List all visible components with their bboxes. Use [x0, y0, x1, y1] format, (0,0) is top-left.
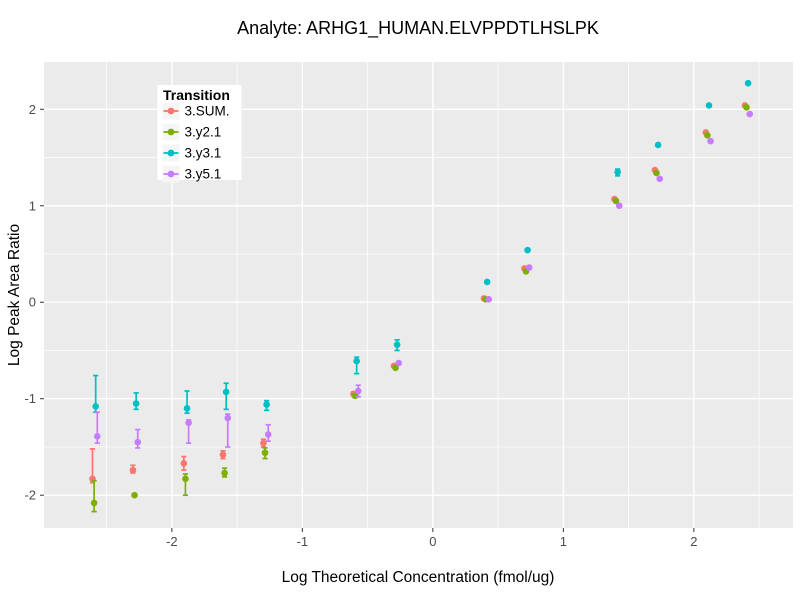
data-point — [392, 364, 399, 372]
data-point — [182, 475, 189, 483]
data-point — [92, 403, 99, 410]
data-point — [219, 451, 227, 458]
x-tick-label: 1 — [560, 534, 567, 549]
legend-key-point — [167, 170, 175, 178]
data-point — [614, 168, 621, 176]
legend: Transition 3.SUM. 3.y2.1 3.y3.1 3.y5.1 — [157, 85, 242, 183]
data-point — [221, 469, 228, 477]
legend-entries: 3.SUM. 3.y2.1 3.y3.1 3.y5.1 — [162, 102, 230, 183]
data-point — [129, 466, 137, 474]
y-tick-label: 1 — [29, 198, 36, 213]
y-axis-title: Log Peak Area Ratio — [6, 224, 23, 366]
x-tick-label: -1 — [297, 534, 309, 549]
data-point — [395, 359, 403, 367]
data-point — [224, 414, 232, 422]
legend-label: 3.y5.1 — [185, 167, 222, 182]
data-point — [180, 460, 188, 467]
data-point — [656, 175, 663, 183]
legend-label: 3.y3.1 — [185, 146, 222, 161]
data-point — [483, 278, 491, 286]
legend-title: Transition — [163, 87, 230, 103]
data-point — [525, 264, 533, 271]
data-point — [90, 499, 98, 507]
data-point — [485, 296, 493, 303]
data-point — [704, 132, 711, 139]
series-3.y5.1 — [93, 110, 754, 449]
legend-entry: 3.y3.1 — [162, 144, 222, 162]
data-point — [134, 438, 142, 446]
x-tick-label: -2 — [166, 534, 178, 549]
data-point — [353, 357, 360, 365]
data-point — [744, 79, 752, 87]
legend-entry: 3.SUM. — [162, 102, 230, 120]
data-series-layer — [89, 79, 754, 513]
data-point — [93, 433, 101, 440]
x-tick-label: 0 — [429, 534, 436, 549]
y-tick-label: -2 — [24, 488, 36, 503]
series-3.y3.1 — [92, 79, 752, 415]
x-axis-title: Log Theoretical Concentration (fmol/ug) — [282, 569, 555, 586]
data-point — [653, 169, 660, 177]
legend-entry: 3.y5.1 — [162, 165, 222, 183]
legend-label: 3.y2.1 — [185, 125, 222, 140]
legend-entry: 3.y2.1 — [162, 123, 222, 141]
plot-panel — [44, 62, 793, 528]
data-point — [746, 110, 754, 118]
data-point — [615, 202, 623, 210]
data-point — [261, 449, 269, 457]
y-tick-label: 2 — [29, 102, 36, 117]
data-point — [260, 439, 267, 447]
data-point — [131, 491, 138, 499]
data-point — [354, 387, 362, 395]
legend-key-point — [167, 107, 175, 115]
data-point — [707, 137, 714, 145]
x-tick-label: 2 — [690, 534, 697, 549]
legend-key-point — [167, 149, 175, 157]
data-point — [263, 401, 270, 408]
legend-key-point — [167, 128, 175, 136]
data-point — [393, 341, 401, 348]
data-point — [705, 102, 713, 109]
data-point — [612, 197, 620, 205]
data-point — [264, 431, 272, 438]
data-point — [183, 405, 191, 412]
data-point — [524, 246, 531, 254]
data-point — [132, 400, 140, 407]
data-point — [222, 388, 230, 396]
data-point — [743, 104, 750, 111]
axis-ticks: -2 -1 0 1 2 -2 -1 0 1 2 — [24, 102, 697, 549]
legend-label: 3.SUM. — [185, 104, 230, 119]
y-tick-label: -1 — [24, 391, 36, 406]
y-tick-label: 0 — [29, 295, 36, 310]
data-point — [654, 141, 662, 149]
chart-title: Analyte: ARHG1_HUMAN.ELVPPDTLHSLPK — [237, 18, 599, 39]
data-point — [185, 419, 192, 427]
